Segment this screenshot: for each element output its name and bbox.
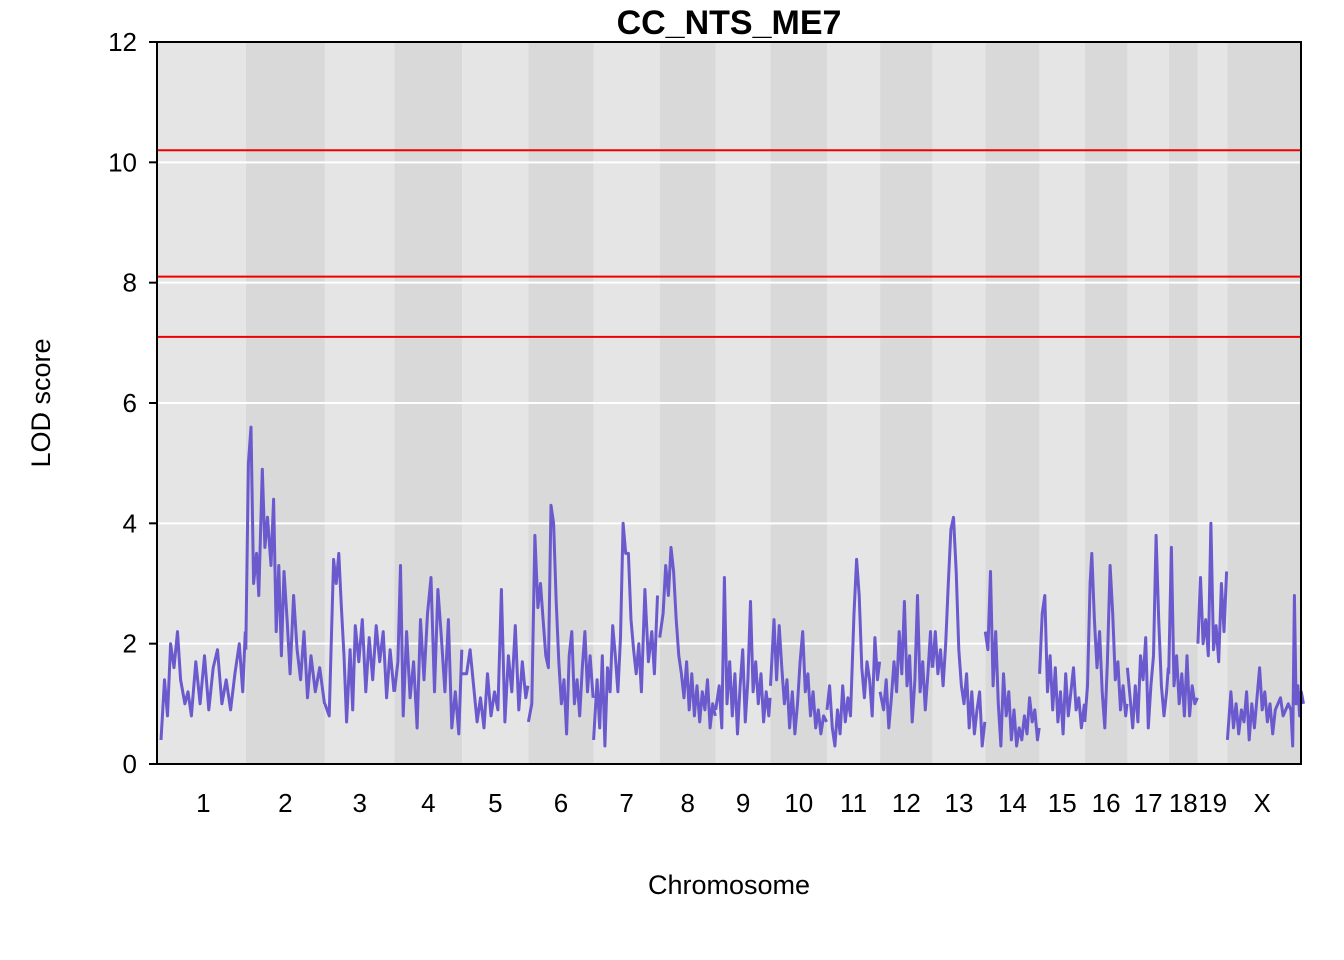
y-tick-label: 4 bbox=[123, 508, 137, 538]
x-tick-label-chr-16: 16 bbox=[1092, 788, 1121, 818]
x-tick-label-chr-14: 14 bbox=[998, 788, 1027, 818]
y-tick-label: 10 bbox=[108, 147, 137, 177]
x-tick-label-chr-17: 17 bbox=[1134, 788, 1163, 818]
x-tick-label-chr-11: 11 bbox=[840, 788, 867, 818]
y-tick-label: 0 bbox=[123, 749, 137, 779]
x-tick-label-chr-13: 13 bbox=[945, 788, 974, 818]
x-tick-label-chr-X: X bbox=[1254, 788, 1271, 818]
x-tick-label-chr-3: 3 bbox=[352, 788, 366, 818]
x-tick-label-chr-18: 18 bbox=[1169, 788, 1198, 818]
y-axis-label: LOD score bbox=[26, 338, 56, 467]
x-axis-label: Chromosome bbox=[648, 870, 810, 900]
chart-title: CC_NTS_ME7 bbox=[617, 4, 842, 42]
x-tick-label-chr-2: 2 bbox=[278, 788, 292, 818]
lod-series-line bbox=[159, 425, 1305, 748]
x-axis: 1 2 3 4 5 6 7 8 9 10 11 12 13 14 15 16 17 18 19 X bbox=[196, 788, 1271, 818]
threshold-lines bbox=[157, 149, 1301, 338]
x-tick-label-chr-19: 19 bbox=[1198, 788, 1227, 818]
y-tick-label: 6 bbox=[123, 388, 137, 418]
x-tick-label-chr-10: 10 bbox=[784, 788, 813, 818]
x-tick-label-chr-8: 8 bbox=[680, 788, 694, 818]
x-tick-label-chr-7: 7 bbox=[619, 788, 633, 818]
x-tick-label-chr-1: 1 bbox=[196, 788, 210, 818]
x-tick-label-chr-6: 6 bbox=[554, 788, 568, 818]
x-tick-label-chr-12: 12 bbox=[892, 788, 921, 818]
y-tick-label: 2 bbox=[123, 629, 137, 659]
x-tick-label-chr-4: 4 bbox=[421, 788, 435, 818]
y-tick-label: 8 bbox=[123, 268, 137, 298]
x-tick-label-chr-15: 15 bbox=[1048, 788, 1077, 818]
y-axis: 0 2 4 6 8 10 12 bbox=[108, 27, 157, 779]
x-tick-label-chr-5: 5 bbox=[488, 788, 502, 818]
x-tick-label-chr-9: 9 bbox=[736, 788, 750, 818]
y-tick-label: 12 bbox=[108, 27, 137, 57]
